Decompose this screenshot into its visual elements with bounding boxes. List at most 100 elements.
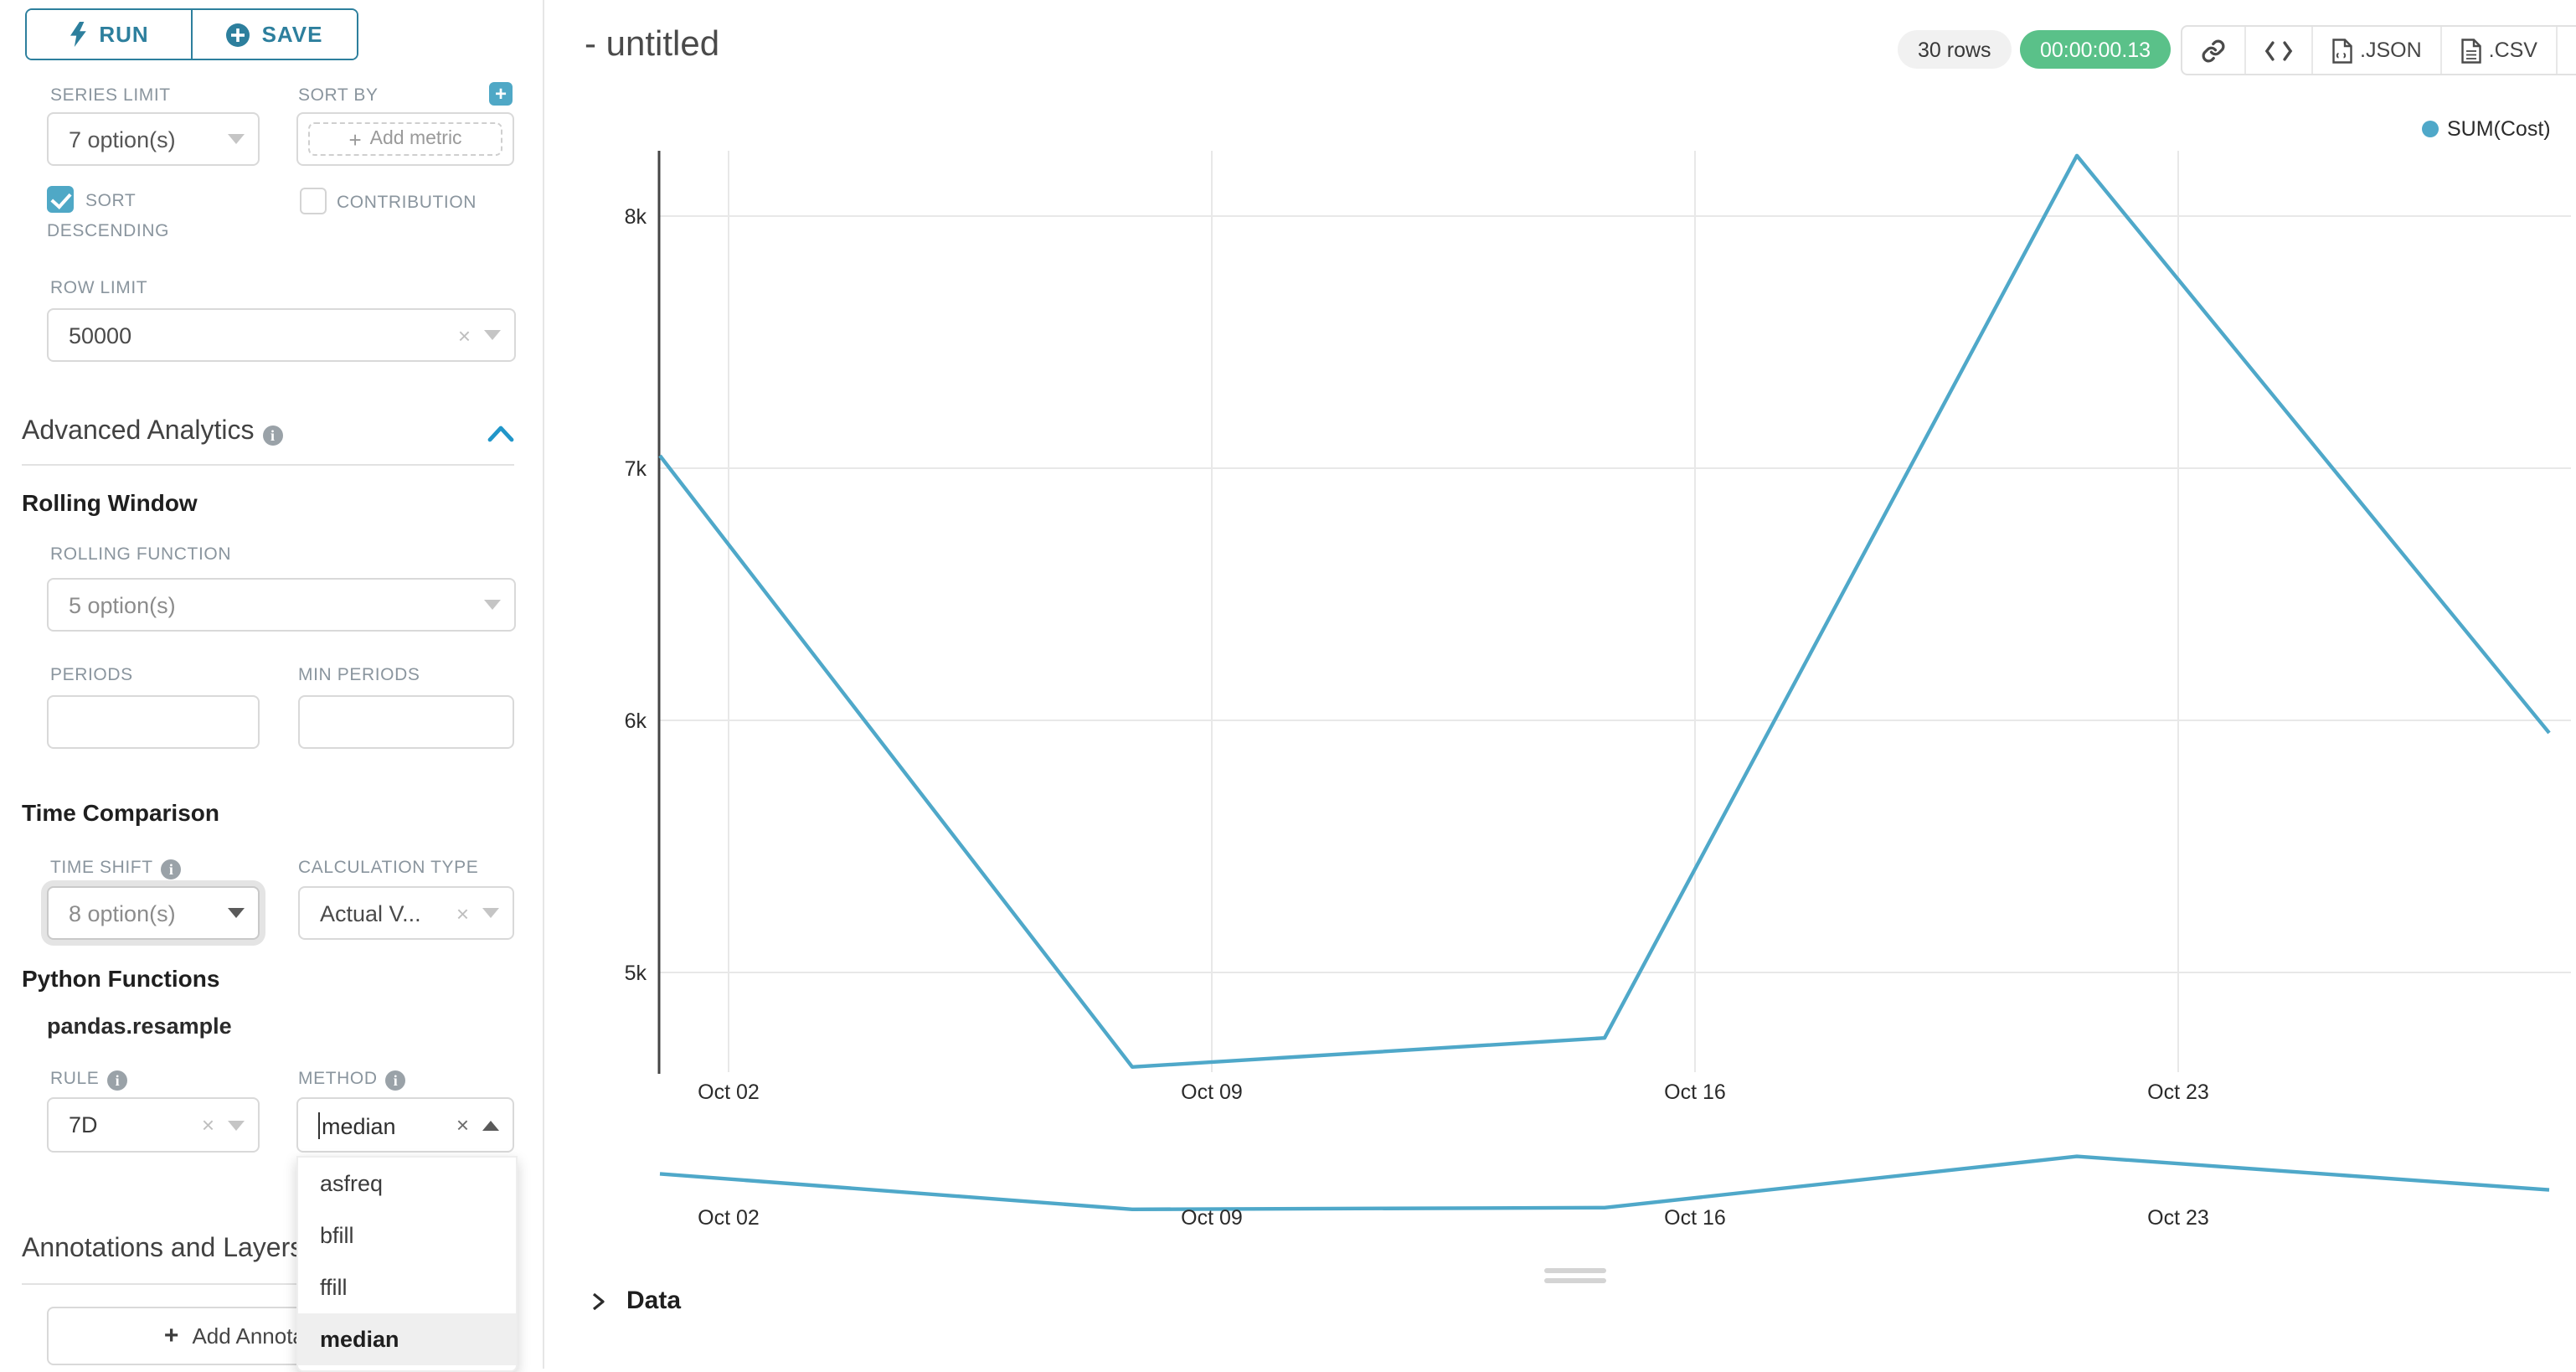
- rule-value: 7D: [69, 1112, 98, 1137]
- export-json-label: .JSON: [2360, 39, 2422, 62]
- clear-icon[interactable]: ×: [201, 1112, 214, 1137]
- run-button-label: RUN: [99, 22, 149, 47]
- annotations-layers-header[interactable]: Annotations and Layers: [22, 1235, 304, 1263]
- pandas-resample-label: pandas.resample: [47, 1014, 232, 1039]
- min-periods-input[interactable]: [298, 695, 514, 749]
- sort-descending-label-line1: SORT: [85, 191, 137, 211]
- calculation-type-value: Actual V...: [320, 900, 421, 926]
- chevron-down-icon: [482, 908, 499, 918]
- sort-by-control[interactable]: + Add metric: [296, 112, 514, 166]
- chart-title[interactable]: - untitled: [585, 25, 720, 64]
- y-axis-tick-label: 8k: [625, 205, 647, 229]
- export-csv-label: .CSV: [2488, 39, 2537, 62]
- save-button[interactable]: SAVE: [191, 10, 357, 59]
- data-panel-title: Data: [626, 1287, 682, 1315]
- python-functions-title: Python Functions: [22, 965, 220, 992]
- periods-input[interactable]: [47, 695, 260, 749]
- plus-icon: +: [348, 126, 362, 152]
- menu-button[interactable]: [2558, 27, 2576, 74]
- legend-dot-icon: [2422, 121, 2439, 137]
- rolling-function-select[interactable]: 5 option(s): [47, 578, 516, 632]
- info-icon: i: [161, 859, 182, 879]
- add-metric-placeholder: Add metric: [369, 129, 462, 149]
- mini-x-tick-label: Oct 16: [1664, 1206, 1726, 1230]
- code-icon: [2264, 40, 2293, 60]
- rolling-function-label: ROLLING FUNCTION: [50, 544, 232, 565]
- series-limit-select[interactable]: 7 option(s): [47, 112, 260, 166]
- series-limit-value: 7 option(s): [69, 126, 176, 152]
- add-metric-dropzone[interactable]: + Add metric: [308, 122, 502, 156]
- text-cursor: [318, 1112, 320, 1138]
- time-shift-select[interactable]: 8 option(s): [47, 886, 260, 940]
- chevron-down-icon: [484, 600, 501, 610]
- panel-resize-handle[interactable]: [1544, 1268, 1606, 1272]
- x-axis-tick-label: Oct 16: [1664, 1081, 1726, 1104]
- mini-x-tick-label: Oct 02: [698, 1206, 760, 1230]
- run-button[interactable]: RUN: [27, 10, 191, 59]
- rolling-function-value: 5 option(s): [69, 592, 176, 617]
- data-panel-toggle[interactable]: Data: [590, 1287, 681, 1315]
- chevron-up-icon[interactable]: [487, 426, 514, 442]
- method-select[interactable]: median ×: [296, 1097, 514, 1153]
- rule-label: RULE i: [50, 1069, 128, 1091]
- file-json-icon: [2332, 38, 2352, 63]
- x-axis-tick-label: Oct 02: [698, 1081, 760, 1104]
- line-chart[interactable]: 8k 7k 6k 5k Oct 02 Oct 09 Oct 16 Oct 23 Oct 02 Oc…: [543, 92, 2576, 1248]
- time-shift-label: TIME SHIFT i: [50, 858, 182, 879]
- sort-descending-checkbox[interactable]: [47, 186, 74, 213]
- series-line-sum-cost[interactable]: [658, 153, 2551, 1070]
- chevron-right-icon: [592, 1292, 605, 1309]
- x-axis-tick-label: Oct 09: [1181, 1081, 1243, 1104]
- share-link-button[interactable]: [2182, 27, 2246, 74]
- chart-legend[interactable]: SUM(Cost): [2422, 117, 2551, 141]
- method-dropdown-menu: asfreq bfill ffill median: [296, 1156, 518, 1372]
- x-axis-tick-label: Oct 23: [2147, 1081, 2209, 1104]
- contribution-checkbox[interactable]: [300, 188, 327, 214]
- run-save-group: RUN SAVE: [25, 8, 358, 60]
- rule-select[interactable]: 7D ×: [47, 1097, 260, 1153]
- calculation-type-label: CALCULATION TYPE: [298, 858, 479, 878]
- method-option-ffill[interactable]: ffill: [320, 1275, 348, 1300]
- mini-preview-line[interactable]: [659, 1154, 2550, 1212]
- lightning-bolt-icon: [70, 22, 87, 47]
- section-divider: [22, 464, 514, 466]
- view-query-button[interactable]: [2246, 27, 2313, 74]
- save-button-label: SAVE: [261, 22, 323, 47]
- row-limit-value: 50000: [69, 322, 132, 348]
- method-option-asfreq[interactable]: asfreq: [320, 1171, 384, 1196]
- clear-icon[interactable]: ×: [457, 322, 471, 348]
- row-limit-select[interactable]: 50000 ×: [47, 308, 516, 362]
- mini-x-tick-label: Oct 23: [2147, 1206, 2209, 1230]
- export-csv-button[interactable]: .CSV: [2442, 27, 2558, 74]
- method-option-bfill[interactable]: bfill: [320, 1223, 354, 1248]
- info-icon: i: [107, 1070, 128, 1091]
- chevron-down-icon: [228, 1120, 245, 1130]
- method-option-median[interactable]: median: [298, 1313, 516, 1365]
- clear-icon[interactable]: ×: [456, 1112, 469, 1137]
- advanced-analytics-header[interactable]: Advanced Analytics i: [22, 417, 283, 447]
- info-icon: i: [262, 426, 283, 446]
- clear-icon[interactable]: ×: [456, 900, 469, 926]
- y-axis-tick-label: 5k: [625, 962, 647, 985]
- legend-label: SUM(Cost): [2447, 117, 2551, 141]
- time-shift-value: 8 option(s): [69, 900, 176, 926]
- advanced-analytics-title: Advanced Analytics: [22, 417, 255, 446]
- y-axis-tick-label: 6k: [625, 709, 647, 733]
- query-timer-badge: 00:00:00.13: [2020, 30, 2172, 69]
- chevron-down-icon: [228, 134, 245, 144]
- circle-plus-icon: [226, 23, 250, 46]
- mini-x-tick-label: Oct 09: [1181, 1206, 1243, 1230]
- calculation-type-select[interactable]: Actual V... ×: [298, 886, 514, 940]
- chevron-up-icon: [482, 1120, 499, 1130]
- chevron-down-icon: [484, 330, 501, 340]
- add-sort-metric-plus-button[interactable]: +: [489, 82, 513, 106]
- export-json-button[interactable]: .JSON: [2313, 27, 2442, 74]
- contribution-label: CONTRIBUTION: [337, 193, 477, 213]
- panel-resize-handle[interactable]: [1544, 1278, 1606, 1282]
- controls-sidebar: RUN SAVE SERIES LIMIT SORT BY + 7 option…: [0, 0, 544, 1372]
- y-axis-tick-label: 7k: [625, 457, 647, 481]
- export-button-group: .JSON .CSV: [2181, 25, 2576, 75]
- file-csv-icon: [2460, 38, 2481, 63]
- section-divider: [22, 1283, 514, 1285]
